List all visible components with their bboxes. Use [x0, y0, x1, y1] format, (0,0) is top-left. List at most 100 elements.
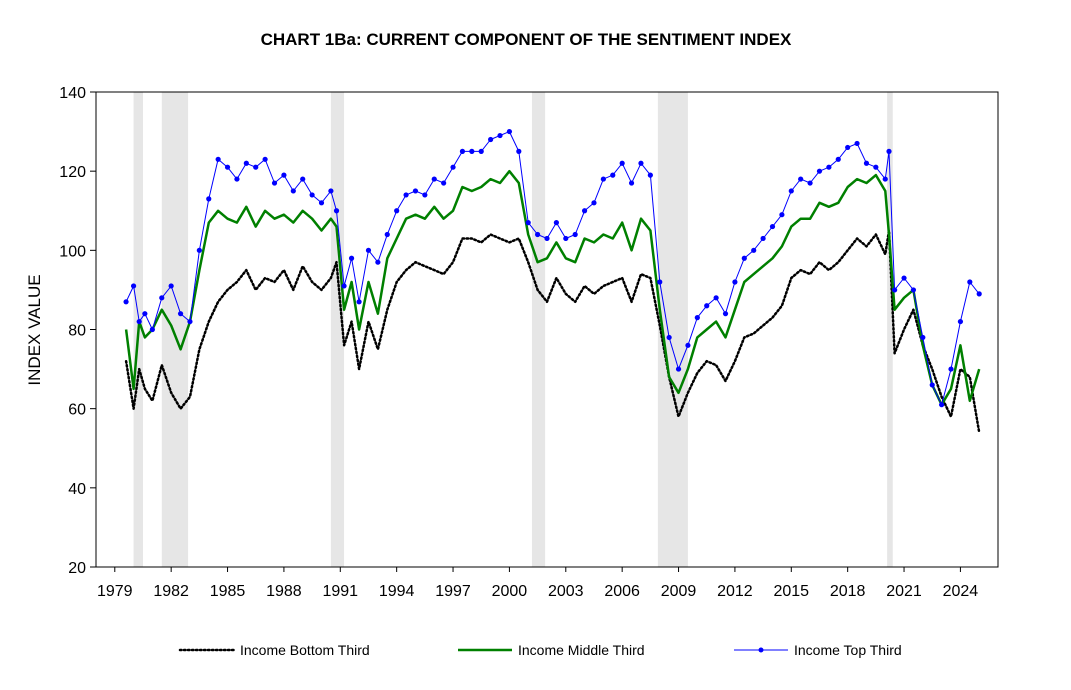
data-point	[920, 334, 926, 341]
recession-band-5	[887, 92, 893, 567]
x-tick-label: 2018	[830, 583, 866, 600]
data-point	[892, 287, 898, 293]
plot-area-frame	[95, 91, 999, 568]
y-tick-label: 140	[59, 85, 86, 102]
data-point	[713, 295, 719, 301]
data-point	[375, 259, 381, 265]
y-tick-label: 100	[59, 243, 86, 260]
legend-label-top: Income Top Third	[794, 642, 902, 658]
data-point	[610, 172, 616, 178]
x-tick-label: 1985	[210, 583, 246, 600]
data-point	[751, 247, 757, 253]
data-point	[149, 326, 155, 333]
recession-band-3	[531, 92, 546, 567]
data-point	[600, 176, 606, 182]
data-point	[412, 188, 419, 194]
data-point	[431, 176, 437, 182]
x-tick-label: 2000	[492, 583, 528, 600]
x-tick-label: 2009	[661, 583, 697, 600]
data-point	[441, 180, 447, 186]
data-point	[450, 164, 456, 170]
data-point	[591, 200, 597, 206]
data-point	[722, 311, 729, 317]
data-point	[159, 295, 165, 301]
data-point	[929, 382, 935, 388]
data-point	[123, 299, 129, 305]
data-point	[488, 136, 494, 143]
data-point	[798, 176, 804, 182]
x-tick-label: 2015	[773, 583, 809, 600]
data-point	[628, 180, 635, 186]
data-point	[422, 192, 428, 198]
data-point	[525, 220, 531, 226]
data-point	[187, 318, 193, 325]
data-point	[704, 303, 710, 309]
data-point	[348, 255, 355, 261]
data-point	[333, 208, 340, 214]
x-tick-label: 1994	[379, 583, 415, 600]
legend-item-top-third[interactable]: Income Top Third	[734, 642, 902, 658]
y-tick-label: 80	[68, 323, 86, 340]
data-point	[779, 212, 785, 218]
data-point	[206, 196, 212, 202]
y-tick-label: 40	[68, 481, 86, 498]
data-point	[384, 231, 390, 238]
x-tick-label: 2012	[717, 583, 753, 600]
y-tick-label: 120	[59, 164, 86, 181]
data-point	[328, 188, 334, 194]
legend-item-middle-third[interactable]: Income Middle Third	[458, 642, 645, 658]
y-tick-labels: 20 40 60 80 100 120 140	[59, 85, 86, 577]
x-tick-labels: 1979 1982 1985 1988 1991 1994 1997 2000 2003 2006…	[97, 583, 978, 600]
data-point	[675, 366, 682, 372]
data-point	[967, 279, 973, 285]
data-point	[638, 160, 644, 166]
x-tick-label: 2003	[548, 583, 584, 600]
data-point	[572, 231, 578, 238]
data-point	[732, 279, 738, 285]
data-point	[281, 172, 287, 178]
data-point	[826, 164, 832, 170]
data-point	[647, 172, 653, 178]
data-point	[910, 287, 917, 293]
data-point	[177, 311, 184, 317]
legend: Income Bottom Third Income Middle Third …	[178, 642, 902, 658]
data-point	[835, 156, 841, 162]
data-point	[271, 180, 278, 186]
data-point	[807, 180, 813, 186]
recession-shading	[133, 92, 893, 567]
data-point	[741, 255, 747, 261]
x-tick-label: 2006	[604, 583, 640, 600]
data-point	[581, 208, 588, 214]
data-point	[760, 235, 766, 242]
data-point	[845, 144, 851, 151]
data-point	[215, 156, 221, 162]
legend-item-bottom-third[interactable]: Income Bottom Third	[178, 642, 370, 658]
axis-ticks	[90, 91, 961, 572]
data-point	[497, 132, 503, 139]
data-point	[976, 291, 982, 297]
data-point	[553, 220, 559, 226]
data-point	[459, 148, 466, 154]
legend-marker-top	[758, 647, 764, 653]
data-point	[394, 208, 400, 214]
data-point	[136, 318, 142, 325]
series-line-1	[124, 169, 981, 406]
series-line-0	[124, 229, 981, 434]
data-point	[769, 223, 776, 230]
recession-band-1	[161, 92, 189, 567]
data-point	[939, 402, 945, 408]
data-point	[957, 318, 964, 325]
y-tick-label: 60	[68, 402, 86, 419]
data-point	[816, 168, 823, 174]
data-point	[290, 188, 296, 194]
x-tick-label: 1997	[435, 583, 471, 600]
data-point	[262, 156, 268, 162]
x-tick-label: 1982	[153, 583, 189, 600]
data-point	[544, 235, 550, 242]
data-point	[948, 366, 954, 372]
series-lines	[123, 128, 982, 434]
data-point	[854, 140, 860, 147]
legend-label-bottom: Income Bottom Third	[240, 642, 370, 658]
data-point	[882, 176, 888, 182]
